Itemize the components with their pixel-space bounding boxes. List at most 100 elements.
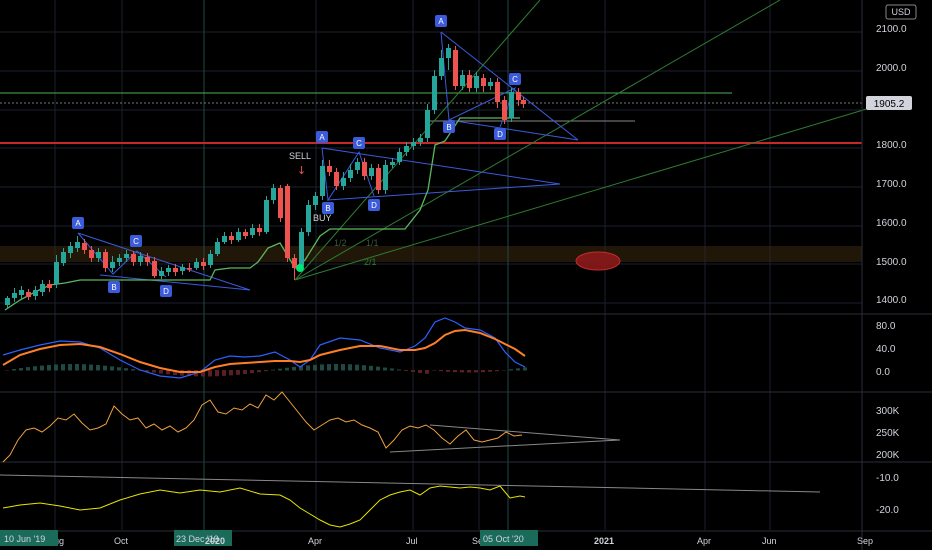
histogram-bar [425,370,429,374]
signal-line [2,328,526,373]
histogram-bar [348,364,352,371]
svg-text:D: D [163,287,169,296]
histogram-bar [145,370,149,372]
candle [236,228,241,242]
oscillator-trend-line [0,474,821,493]
badge-c [509,73,521,85]
price-tick: 2000.0 [876,63,907,74]
candle [495,78,500,108]
candle [306,200,311,236]
badge-d [160,285,172,297]
volume-line [2,391,523,463]
trend-line-3 [294,104,881,281]
histogram-bar [474,370,478,373]
histogram-bar [68,364,72,371]
time-label: Sep [857,536,873,546]
histogram-bar [446,370,450,372]
histogram-bar [33,366,37,371]
histogram-bar [306,365,310,371]
time-highlight [0,530,58,546]
fib-label-1-2: 1/2 [334,238,347,248]
oscillator-tick: -20.0 [876,505,899,516]
time-axis[interactable]: Aug Oct Apr Jul Sep 2021 Apr Jun Sep 10 … [0,530,873,546]
candle [467,70,472,92]
histogram-bar [397,369,401,371]
candle [488,78,493,90]
sell-label: SELL [289,151,311,161]
histogram-bar [523,367,527,371]
histogram-bar [481,370,485,373]
volume-trend-line [429,424,621,441]
histogram-bar [453,370,457,373]
candle [341,172,346,190]
candle [521,97,526,108]
time-label: Jun [762,536,777,546]
volume-axis: 300K 250K 200K [876,406,900,461]
badge-a [316,131,328,143]
histogram-bar [61,364,65,371]
candle [418,134,423,146]
candle [131,251,136,266]
buy-signal-dot [296,264,304,272]
histogram-bar [502,370,506,371]
histogram-bar [390,368,394,371]
macd-tick: 80.0 [876,321,896,332]
candle [54,255,59,288]
sell-arrow-icon: ↓ [297,164,306,177]
candle [460,70,465,90]
candle [432,70,437,114]
candle [194,258,199,270]
histogram-bar [75,364,79,371]
pattern-lines [77,31,579,291]
histogram-bar [166,370,170,375]
histogram-bar [5,370,9,371]
histogram-bar [215,370,219,377]
candle [82,239,87,254]
histogram-bar [404,370,408,371]
histogram-bar [173,370,177,376]
macd-axis: 80.0 40.0 0.0 [876,321,896,378]
volume-tick: 200K [876,450,900,461]
candle [313,192,318,210]
svg-text:C: C [133,237,139,246]
time-highlight-label: 10 Jun '19 [4,534,45,544]
histogram-bar [313,364,317,371]
candle [243,229,248,239]
histogram-bar [264,370,268,372]
currency-badge[interactable] [885,4,917,20]
candle [509,88,514,122]
price-tick: 1700.0 [876,179,907,190]
candle [5,296,10,309]
histogram-bar [327,364,331,371]
candle [68,242,73,258]
histogram-bar [96,365,100,371]
histogram-bar [341,364,345,371]
histogram-bar [467,370,471,373]
candle [250,224,255,238]
candle [103,249,108,272]
candle [285,184,290,262]
candle [201,258,206,270]
svg-text:A: A [319,133,325,142]
histogram-bar [110,366,114,371]
badge-a [435,15,447,27]
price-candles [5,44,526,309]
volume-trend-line [389,439,621,453]
svg-text:B: B [446,123,451,132]
candle [173,264,178,276]
svg-text:B: B [325,204,330,213]
histogram-bar [299,366,303,371]
price-tick: 1600.0 [876,218,907,229]
price-axis[interactable]: USD 2100.0 2000.0 1800.0 1700.0 1600.0 1… [866,4,917,306]
volume-tick: 300K [876,406,900,417]
svg-text:A: A [438,17,444,26]
svg-text:A: A [75,219,81,228]
volume-pane [2,391,621,463]
histogram-bar [355,364,359,371]
candle [215,238,220,256]
candle [264,196,269,234]
histogram-bar [117,367,121,371]
histogram-bar [334,364,338,371]
time-highlight [174,530,232,546]
